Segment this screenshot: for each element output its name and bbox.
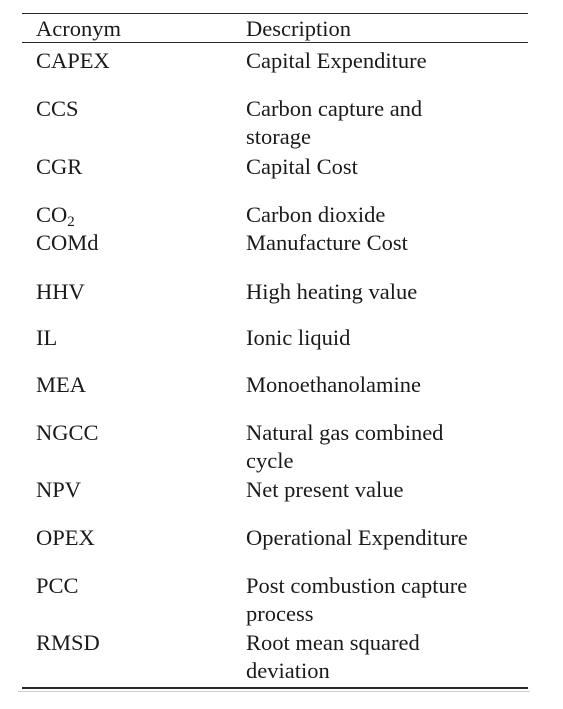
row-opex-acronym: OPEX <box>36 525 95 550</box>
row-mea-description: Monoethanolamine <box>246 372 421 397</box>
bottom-rule <box>22 687 528 689</box>
row-comd-acronym: COMd <box>36 230 99 255</box>
row-opex-description: Operational Expenditure <box>246 525 468 550</box>
row-co2-description: Carbon dioxide <box>246 202 386 227</box>
row-ngcc-description-line1: Natural gas combined <box>246 420 444 445</box>
header-acronym: Acronym <box>36 16 121 41</box>
row-cgr-description: Capital Cost <box>246 154 358 179</box>
row-capex-acronym: CAPEX <box>36 48 110 73</box>
row-co2-acronym-subscript: 2 <box>67 214 75 230</box>
row-npv-acronym: NPV <box>36 477 82 502</box>
row-mea-acronym: MEA <box>36 372 86 397</box>
row-pcc-description-line1: Post combustion capture <box>246 573 468 598</box>
row-il-acronym: IL <box>36 325 58 350</box>
row-co2-acronym-base: CO <box>36 202 68 227</box>
row-cgr-acronym: CGR <box>36 154 83 179</box>
row-npv-description: Net present value <box>246 477 404 502</box>
row-hhv-description: High heating value <box>246 279 418 304</box>
row-rmsd-description-line1: Root mean squared <box>246 630 420 655</box>
row-rmsd-description-line2: deviation <box>246 658 330 683</box>
top-rule <box>22 13 528 14</box>
row-ccs-description-line2: storage <box>246 124 311 149</box>
row-pcc-acronym: PCC <box>36 573 79 598</box>
row-ccs-description-line1: Carbon capture and <box>246 96 423 121</box>
page-edge-line <box>18 691 530 692</box>
row-il-description: Ionic liquid <box>246 325 351 350</box>
row-capex-description: Capital Expenditure <box>246 48 427 73</box>
row-co2-acronym: CO2 <box>36 201 75 230</box>
row-rmsd-acronym: RMSD <box>36 630 100 655</box>
header-rule <box>22 42 528 43</box>
row-pcc-description-line2: process <box>246 601 314 626</box>
row-hhv-acronym: HHV <box>36 279 85 304</box>
acronym-table: Acronym Description CAPEX Capital Expend… <box>18 0 530 709</box>
row-ngcc-acronym: NGCC <box>36 420 99 445</box>
row-ngcc-description-line2: cycle <box>246 448 294 473</box>
row-ccs-acronym: CCS <box>36 96 79 121</box>
row-comd-description: Manufacture Cost <box>246 230 408 255</box>
header-description: Description <box>246 16 351 41</box>
